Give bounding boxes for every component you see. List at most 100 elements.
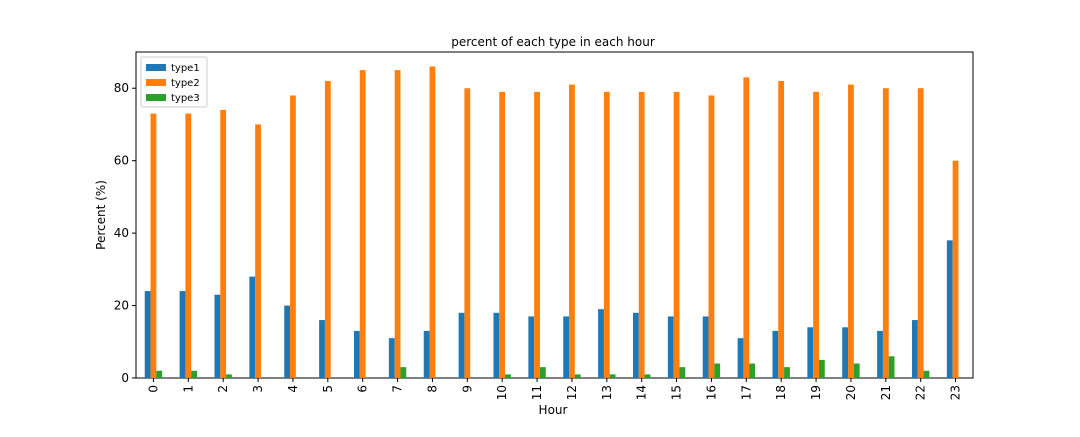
x-tick-label-18: 18 xyxy=(774,385,788,400)
bar-type1-hour-0 xyxy=(144,291,151,378)
bar-type1-hour-9 xyxy=(458,312,465,378)
x-tick-label-12: 12 xyxy=(565,385,579,400)
bar-type1-hour-17 xyxy=(737,338,744,378)
x-tick-label-16: 16 xyxy=(704,385,718,400)
bar-type3-hour-11 xyxy=(539,367,546,378)
legend-label-type2: type2 xyxy=(171,78,200,89)
y-tick-label-20: 20 xyxy=(114,299,129,313)
bar-type1-hour-12 xyxy=(563,316,570,378)
bar-type3-hour-10 xyxy=(505,374,511,378)
bar-type2-hour-9 xyxy=(464,88,471,378)
y-tick-label-60: 60 xyxy=(114,154,129,168)
x-tick-label-19: 19 xyxy=(809,385,823,400)
bar-type3-hour-15 xyxy=(679,367,686,378)
x-tick-label-8: 8 xyxy=(425,385,439,393)
bar-type2-hour-18 xyxy=(778,80,785,378)
bar-type1-hour-11 xyxy=(528,316,535,378)
bar-type3-hour-1 xyxy=(191,370,198,378)
bar-type1-hour-4 xyxy=(284,305,291,378)
bar-type2-hour-1 xyxy=(185,113,192,379)
bar-type2-hour-6 xyxy=(359,70,366,378)
x-tick-label-7: 7 xyxy=(391,385,405,393)
bar-type2-hour-23 xyxy=(952,160,959,378)
y-axis-label: Percent (%) xyxy=(94,180,108,250)
x-tick-label-14: 14 xyxy=(635,385,649,400)
bar-type3-hour-18 xyxy=(784,367,790,378)
x-tick-label-23: 23 xyxy=(949,385,963,400)
x-tick-label-2: 2 xyxy=(216,385,230,393)
bar-type3-hour-20 xyxy=(853,363,860,378)
legend-swatch-type2 xyxy=(146,79,166,86)
x-tick-label-3: 3 xyxy=(251,385,265,393)
bars-group xyxy=(144,66,959,379)
bar-type2-hour-0 xyxy=(150,113,157,379)
x-tick-label-21: 21 xyxy=(879,385,893,400)
bar-type1-hour-15 xyxy=(667,316,674,378)
bar-type2-hour-11 xyxy=(534,91,540,378)
bar-type2-hour-7 xyxy=(394,70,401,378)
bar-type3-hour-17 xyxy=(749,363,756,378)
bar-type2-hour-3 xyxy=(255,124,261,378)
x-tick-label-11: 11 xyxy=(530,385,544,400)
bar-type3-hour-19 xyxy=(818,359,825,378)
x-tick-label-10: 10 xyxy=(495,385,509,400)
bar-type2-hour-17 xyxy=(743,77,750,378)
bar-type1-hour-23 xyxy=(946,240,953,378)
plot-area xyxy=(135,51,974,379)
bar-type1-hour-22 xyxy=(911,320,918,378)
bar-type1-hour-14 xyxy=(632,312,639,378)
bar-type2-hour-19 xyxy=(813,91,819,378)
bar-type3-hour-16 xyxy=(714,363,721,378)
bar-type1-hour-1 xyxy=(179,291,186,378)
bar-type1-hour-3 xyxy=(249,276,256,378)
x-tick-label-1: 1 xyxy=(181,385,195,393)
bar-type2-hour-8 xyxy=(429,66,436,378)
bar-type3-hour-22 xyxy=(923,370,930,378)
bar-type2-hour-13 xyxy=(603,91,610,378)
bar-type2-hour-2 xyxy=(220,109,227,378)
bar-type1-hour-7 xyxy=(388,338,395,378)
bar-type2-hour-4 xyxy=(290,95,296,378)
bar-type3-hour-21 xyxy=(888,356,895,378)
bar-type1-hour-18 xyxy=(772,330,779,378)
bar-type3-hour-7 xyxy=(400,367,407,378)
bar-type2-hour-22 xyxy=(917,88,924,378)
y-tick-label-80: 80 xyxy=(114,81,129,95)
x-tick-label-15: 15 xyxy=(670,385,684,400)
x-tick-label-13: 13 xyxy=(600,385,614,400)
bar-type2-hour-16 xyxy=(708,95,715,378)
bar-type1-hour-13 xyxy=(598,309,604,378)
legend-label-type1: type1 xyxy=(171,63,200,74)
bar-type2-hour-21 xyxy=(882,88,889,378)
x-tick-label-9: 9 xyxy=(460,385,474,393)
legend-label-type3: type3 xyxy=(171,93,200,104)
bar-type2-hour-20 xyxy=(848,84,854,378)
x-tick-label-20: 20 xyxy=(844,385,858,400)
bar-type2-hour-15 xyxy=(673,91,680,378)
y-axis: 0 20 40 60 80 xyxy=(114,81,136,385)
x-tick-label-5: 5 xyxy=(321,385,335,393)
y-tick-label-0: 0 xyxy=(121,371,129,385)
bar-type1-hour-20 xyxy=(842,327,849,378)
bar-type1-hour-19 xyxy=(807,327,814,378)
bar-type1-hour-5 xyxy=(319,320,325,378)
bar-type2-hour-12 xyxy=(569,84,575,378)
bar-type1-hour-21 xyxy=(877,330,883,378)
x-tick-label-4: 4 xyxy=(286,385,300,393)
x-tick-label-17: 17 xyxy=(739,385,753,400)
x-tick-label-22: 22 xyxy=(914,385,928,400)
legend-swatch-type1 xyxy=(146,64,166,71)
y-tick-label-40: 40 xyxy=(114,226,129,240)
bar-type1-hour-6 xyxy=(353,330,360,378)
bar-type3-hour-14 xyxy=(644,374,651,378)
bar-type1-hour-16 xyxy=(702,316,709,378)
bar-type3-hour-2 xyxy=(226,374,232,378)
x-axis: 0 1 2 3 4 5 6 7 8 9 10 11 12 13 14 15 16 17 18 19 20 21 22 23 xyxy=(146,378,963,400)
x-tick-label-6: 6 xyxy=(356,385,370,393)
bar-type2-hour-5 xyxy=(324,80,331,378)
bar-type3-hour-12 xyxy=(574,374,581,378)
bar-type2-hour-10 xyxy=(499,91,506,378)
legend-swatch-type3 xyxy=(146,94,166,101)
